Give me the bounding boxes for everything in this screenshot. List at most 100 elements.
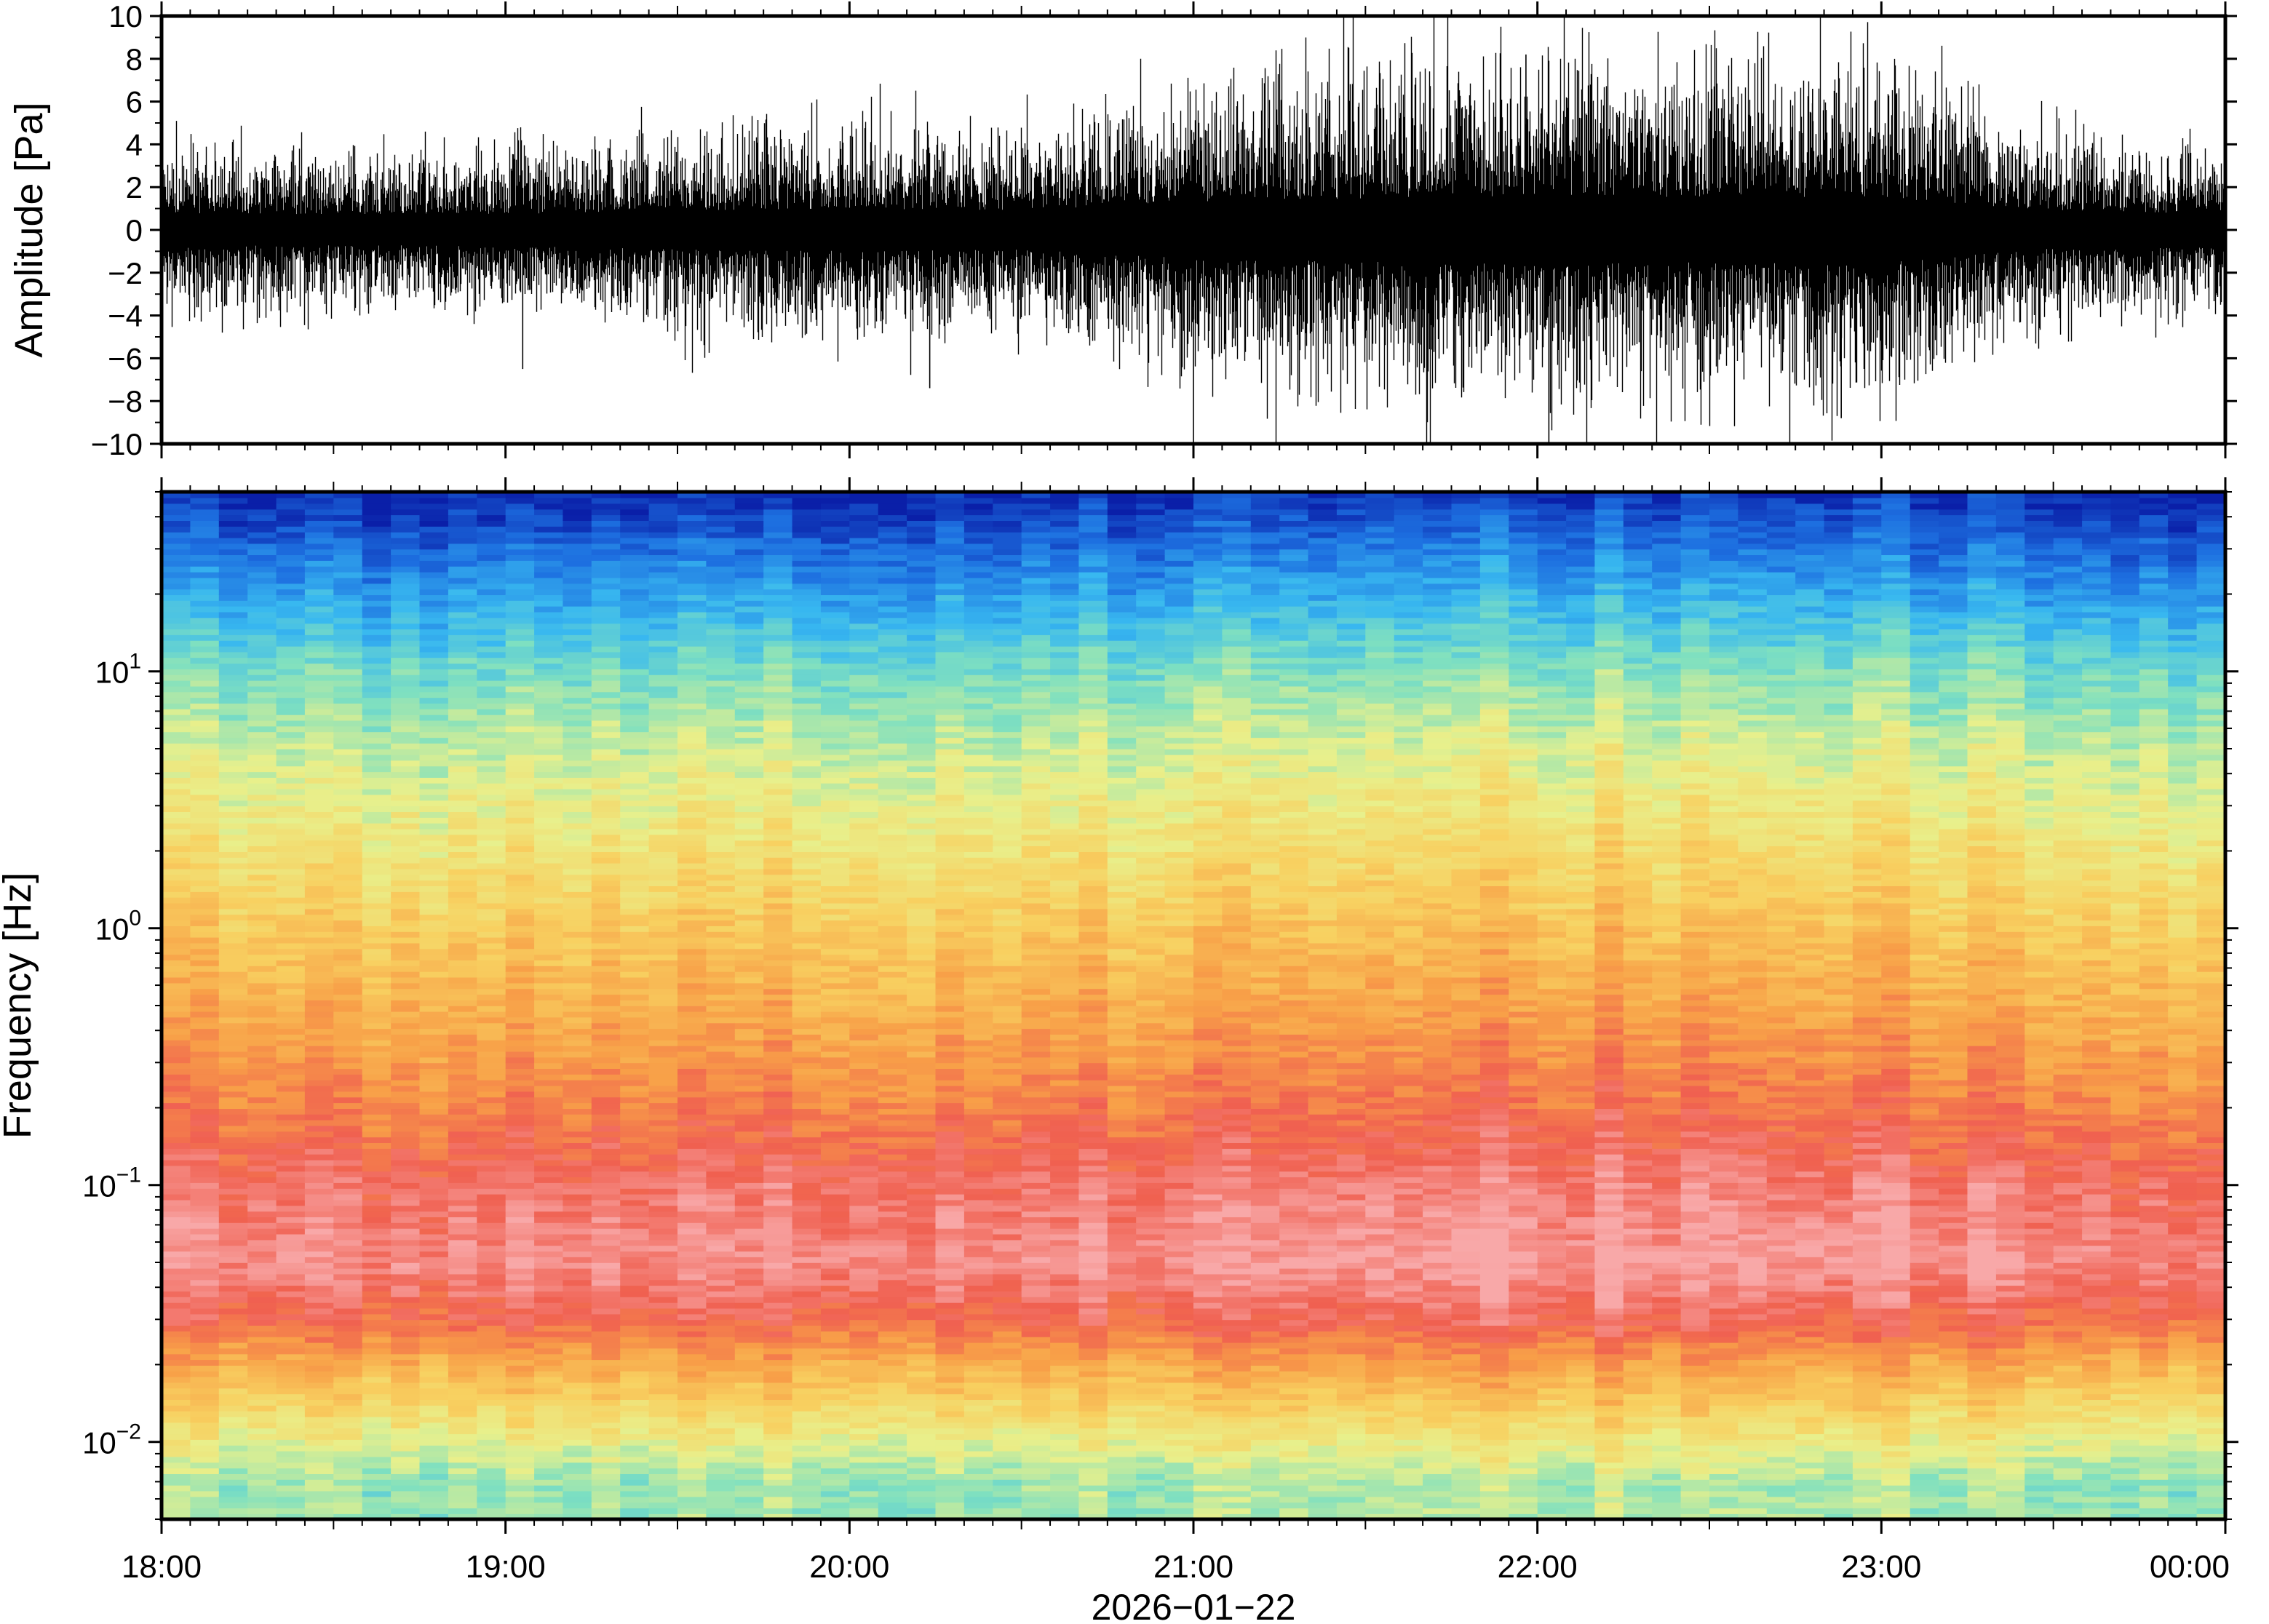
spectrogram-cell [448,611,478,618]
spectrogram-cell [276,1502,306,1509]
spectrogram-cell [218,1108,248,1115]
spectrogram-cell [706,857,736,864]
spectrogram-cell [419,954,449,960]
spectrogram-cell [362,1502,392,1509]
spectrogram-cell [391,549,421,555]
spectrogram-cell [190,1245,220,1252]
spectrogram-cell [162,1040,191,1046]
spectrogram-cell [247,514,277,521]
spectrogram-cell [333,1251,363,1257]
spectrogram-cell [391,862,421,869]
spectrogram-cell [276,1313,306,1321]
spectrogram-cell [333,725,363,733]
spectrogram-cell [534,1022,564,1030]
spectrogram-cell [907,1040,937,1046]
spectrogram-cell [362,566,392,573]
spectrogram-cell [820,926,851,932]
spectrogram-cell [734,1222,764,1229]
spectrogram-cell [162,1439,191,1446]
spectrogram-cell [820,1285,851,1291]
spectrogram-cell [763,1490,793,1497]
spectrogram-cell [734,1245,764,1252]
spectrogram-cell [820,1342,851,1349]
spectrogram-cell [734,663,764,669]
spectrogram-cell [391,1302,421,1309]
spectrogram-cell [648,560,678,567]
spectrogram-cell [620,1233,650,1241]
spectrogram-cell [333,800,363,807]
spectrogram-cell [563,611,592,618]
spectrogram-cell [276,891,306,898]
spectrogram-cell [620,897,650,904]
spectrogram-cell [333,663,363,669]
spectrogram-cell [391,1148,421,1155]
spectrogram-cell [820,743,851,749]
spectrogram-cell [362,834,392,841]
spectrogram-cell [190,583,220,590]
spectrogram-cell [276,988,306,995]
spectrogram-cell [304,1416,335,1423]
spectrogram-cell [677,1473,707,1480]
spectrogram-cell [505,663,535,669]
spectrogram-cell [792,897,822,904]
spectrogram-cell [706,1348,736,1355]
spectrogram-cell [849,994,879,1000]
spectrogram-cell [304,605,335,613]
spectrogram-cell [734,600,764,607]
spectrogram-cell [218,1297,248,1303]
spectrogram-cell [505,931,535,938]
spectrogram-cell [820,1102,851,1109]
spectrogram-cell [190,709,220,715]
spectrogram-cell [677,1468,707,1474]
spectrogram-cell [276,1405,306,1412]
spectrogram-cell [218,1051,248,1058]
spectrogram-cell [706,589,736,595]
spectrogram-cell [734,1445,764,1452]
spectrogram-cell [849,1416,879,1423]
spectrogram-cell [333,1080,363,1086]
spectrogram-cell [849,577,879,584]
spectrogram-cell [190,948,220,955]
spectrogram-cell [734,514,764,521]
spectrogram-cell [763,777,793,784]
spectrogram-cell [162,834,191,841]
spectrogram-cell [563,709,592,715]
spectrogram-cell [477,623,506,629]
spectrogram-cell [362,817,392,824]
spectrogram-cell [276,1365,306,1372]
spectrogram-cell [820,1245,851,1252]
spectrogram-cell [448,583,478,590]
spectrogram-cell [706,1108,736,1115]
spectrogram-cell [734,1405,764,1412]
spectrogram-cell [820,805,851,812]
spectrogram-cell [820,514,851,521]
spectrogram-cell [792,560,822,567]
spectrogram-cell [534,976,564,984]
spectrogram-cell [820,749,851,755]
spectrogram-cell [218,828,248,835]
spectrogram-cell [591,942,621,950]
spectrogram-cell [333,509,363,516]
spectrogram-cell [190,1313,220,1321]
spectrogram-cell [849,754,879,761]
spectrogram-cell [477,1285,506,1291]
spectrogram-cell [419,1068,449,1075]
spectrogram-cell [247,862,277,869]
spectrogram-cell [304,1131,335,1138]
spectrogram-cell [620,891,650,898]
spectrogram-cell [477,1257,506,1263]
spectrogram-cell [734,1085,764,1092]
spectrogram-cell [505,1428,535,1435]
spectrogram-cell [505,1068,535,1075]
spectrogram-cell [190,611,220,618]
spectrogram-cell [304,600,335,607]
spectrogram-cell [792,1217,822,1223]
spectrogram-cell [162,663,191,669]
spectrogram-cell [190,1411,220,1417]
spectrogram-cell [333,1211,363,1217]
spectrogram-cell [391,623,421,629]
spectrogram-cell [563,862,592,869]
spectrogram-cell [878,862,907,869]
spectrogram-cell [792,1199,822,1206]
spectrogram-cell [162,783,191,789]
